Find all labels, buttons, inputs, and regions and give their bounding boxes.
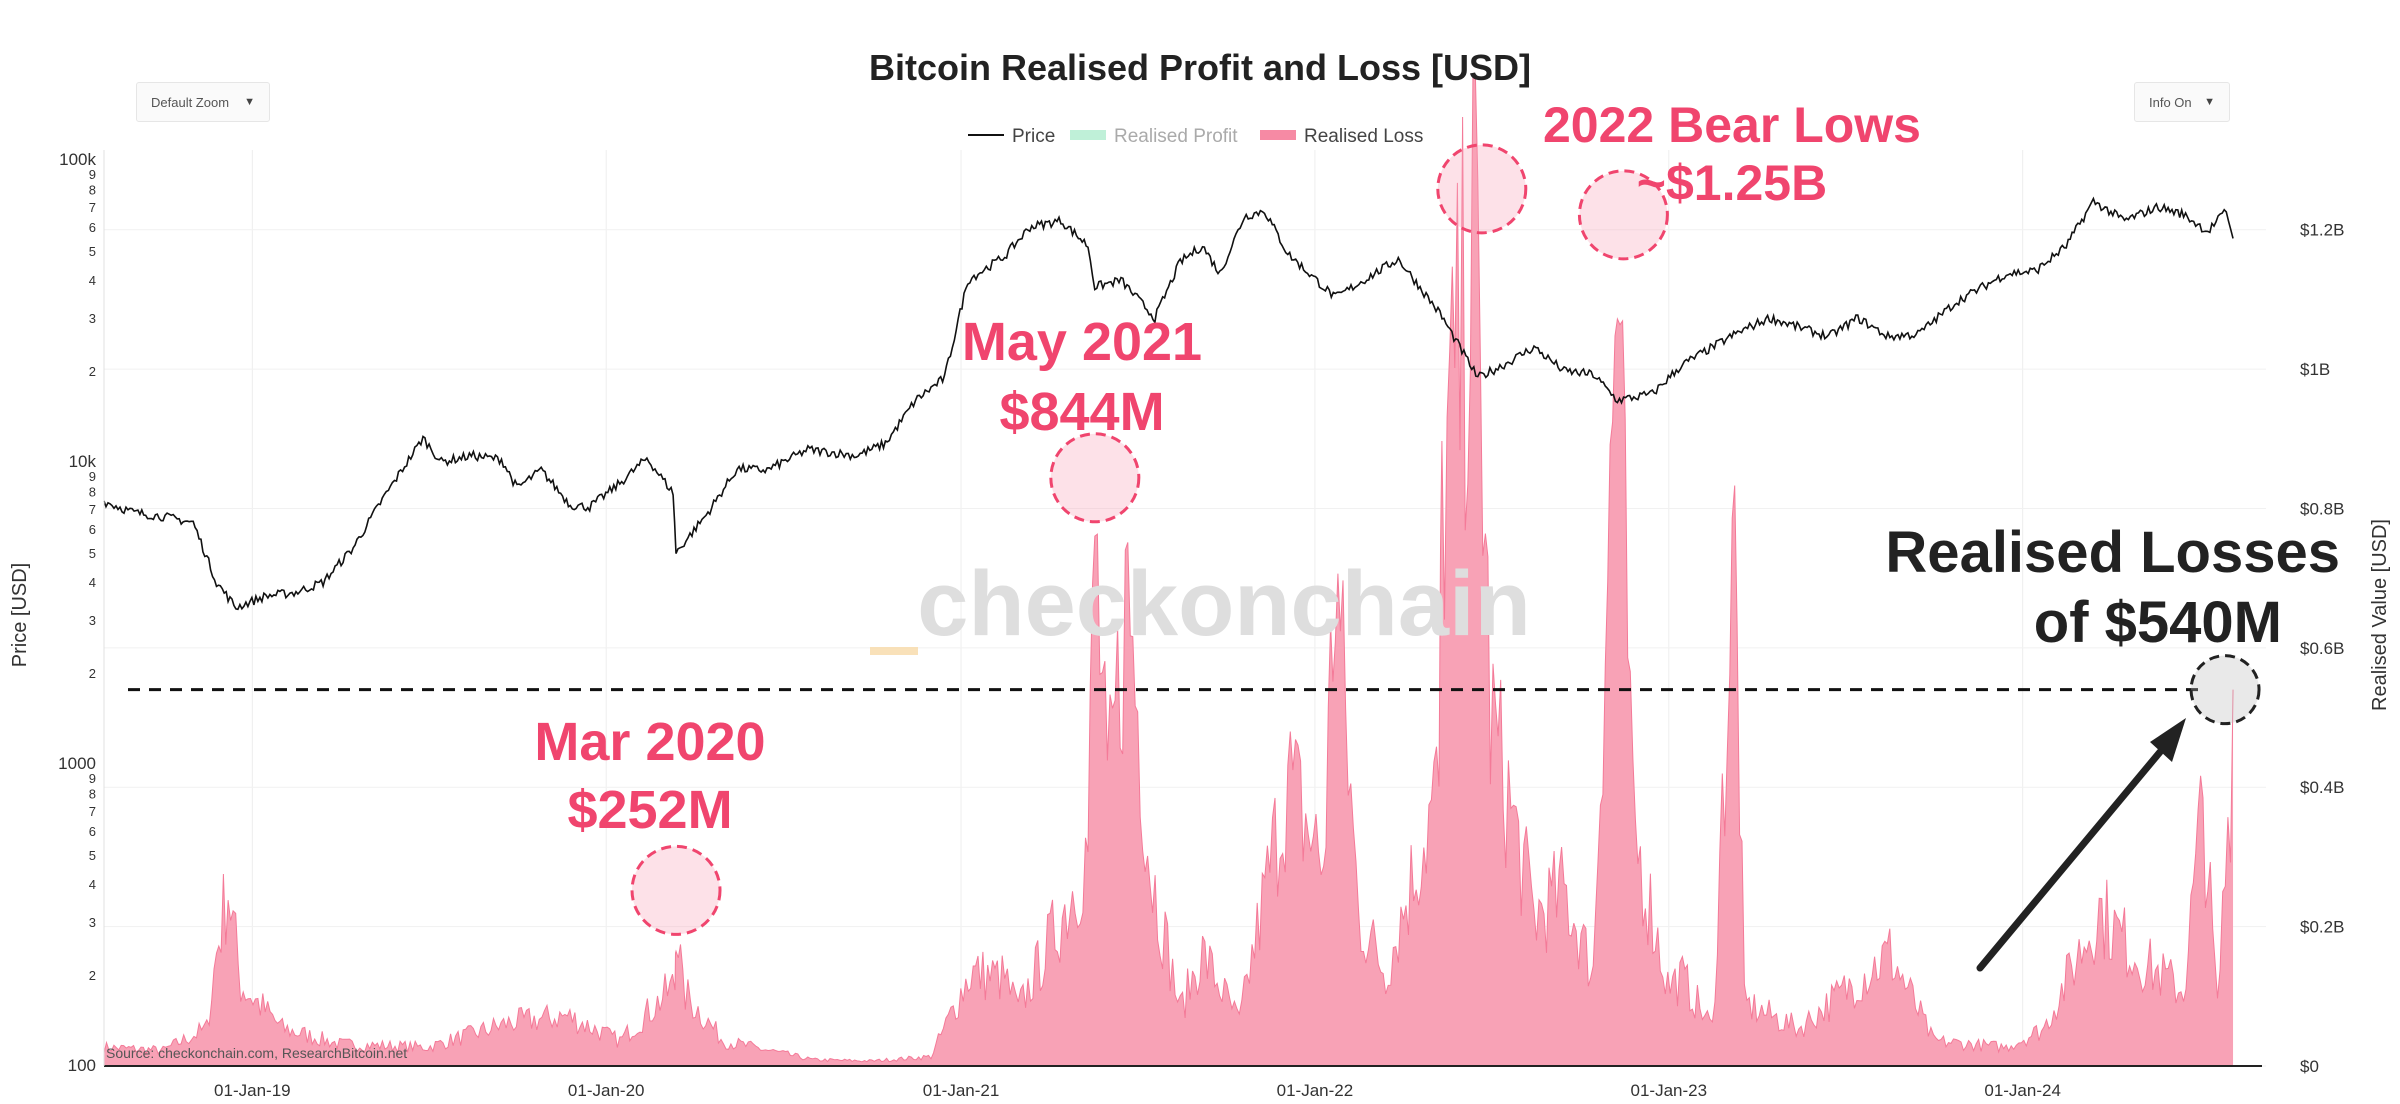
annotation-may-2021-value: $844M (999, 382, 1164, 442)
watermark: checkonchain (917, 553, 1531, 655)
annotation-arrow-head (2150, 718, 2186, 762)
realised-loss-layer (103, 75, 2234, 1066)
y-left-tick-label: 3 (89, 915, 96, 930)
legend-item-price[interactable]: Price (968, 126, 1055, 147)
y-left-tick-label: 3 (89, 613, 96, 628)
realised-loss-line (103, 75, 2234, 1063)
x-tick-label: 01-Jan-20 (568, 1081, 645, 1100)
x-tick-label: 01-Jan-23 (1631, 1081, 1708, 1100)
x-tick-label: 01-Jan-21 (923, 1081, 1000, 1100)
y-left-tick-label: 9 (89, 771, 96, 786)
y-left-tick-label: 4 (89, 575, 96, 590)
y-left-tick-label: 9 (89, 167, 96, 182)
y-left-tick-label: 7 (89, 502, 96, 517)
source-note: Source: checkonchain.com, ResearchBitcoi… (106, 1045, 407, 1061)
annotation-may-2021-label: May 2021 (962, 312, 1202, 372)
y-right-tick-label: $1B (2300, 360, 2330, 379)
info-dropdown[interactable]: Info On ▼ (2134, 82, 2230, 122)
annotation-current-label: Realised Losses (1885, 520, 2340, 585)
y-right-tick-label: $0 (2300, 1057, 2319, 1076)
y-left-tick-label: 9 (89, 469, 96, 484)
y-right-tick-label: $0.4B (2300, 778, 2344, 797)
annotation-layer: Mar 2020 $252M May 2021 $844M 2022 Bear Lows… (128, 97, 2340, 972)
legend[interactable]: Price Realised Profit Realised Loss (968, 126, 1423, 147)
y-left-tick-label: 3 (89, 311, 96, 326)
annotation-circle-current (2189, 654, 2261, 726)
y-left-tick-label: 5 (89, 848, 96, 863)
y-left-tick-label: 5 (89, 546, 96, 561)
zoom-dropdown[interactable]: Default Zoom ▼ (136, 82, 270, 122)
axes: 01-Jan-19 01-Jan-20 01-Jan-21 01-Jan-22 01-J… (58, 150, 2344, 1100)
chevron-down-icon: ▼ (244, 96, 255, 108)
annotation-circle-jun-2022 (1436, 143, 1528, 235)
price-layer (103, 196, 2234, 611)
y-left-tick-label: 8 (89, 182, 96, 197)
y-right-tick-label: $0.8B (2300, 499, 2344, 518)
info-dropdown-label: Info On (2149, 94, 2192, 110)
y-right-tick-label: $1.2B (2300, 221, 2344, 240)
x-tick-label: 01-Jan-22 (1277, 1081, 1354, 1100)
annotation-mar-2020-label: Mar 2020 (534, 712, 765, 772)
annotation-circle-nov-2022 (1577, 169, 1669, 261)
legend-swatch (1260, 130, 1296, 140)
y-left-tick-label: 10k (69, 452, 97, 471)
y-left-tick-label: 2 (89, 666, 96, 681)
y-left-tick-label: 2 (89, 968, 96, 983)
annotation-mar-2020-value: $252M (567, 780, 732, 840)
y-left-tick-label: 7 (89, 200, 96, 215)
y-axis-right-label: Realised Value [USD] (2369, 519, 2391, 711)
y-left-tick-label: 4 (89, 877, 96, 892)
chart-title: Bitcoin Realised Profit and Loss [USD] (869, 47, 1531, 88)
y-left-tick-label: 2 (89, 364, 96, 379)
annotation-bear-lows-label: 2022 Bear Lows (1543, 97, 1921, 153)
annotation-circle-mar-2020 (630, 844, 722, 936)
y-right-tick-label: $0.6B (2300, 639, 2344, 658)
y-left-tick-label: 4 (89, 273, 96, 288)
y-left-tick-label: 7 (89, 804, 96, 819)
y-axis-left-label: Price [USD] (9, 563, 31, 667)
annotation-circle-may-2021 (1049, 432, 1141, 524)
annotation-arrow-shaft (1976, 748, 2164, 972)
annotation-current-value: of $540M (2034, 590, 2282, 655)
x-tick-label: 01-Jan-24 (1984, 1081, 2061, 1100)
annotation-bear-lows-value: ~$1.25B (1637, 155, 1827, 211)
price-line (103, 196, 2234, 611)
legend-swatch (1070, 130, 1106, 140)
grid (104, 150, 2266, 1067)
y-left-tick-label: 6 (89, 824, 96, 839)
y-left-tick-label: 100k (59, 150, 96, 169)
watermark-underline (870, 647, 918, 655)
legend-label: Price (1012, 126, 1055, 147)
legend-label: Realised Profit (1114, 126, 1238, 147)
legend-item-realised-loss[interactable]: Realised Loss (1260, 126, 1423, 147)
y-left-tick-label: 8 (89, 484, 96, 499)
chevron-down-icon: ▼ (2204, 96, 2215, 108)
y-right-tick-label: $0.2B (2300, 918, 2344, 937)
y-left-tick-label: 6 (89, 220, 96, 235)
y-left-tick-label: 6 (89, 522, 96, 537)
legend-label: Realised Loss (1304, 126, 1423, 147)
y-left-tick-label: 100 (68, 1056, 96, 1075)
legend-item-realised-profit[interactable]: Realised Profit (1070, 126, 1238, 147)
x-tick-label: 01-Jan-19 (214, 1081, 291, 1100)
zoom-dropdown-label: Default Zoom (151, 94, 230, 110)
y-left-tick-label: 5 (89, 244, 96, 259)
y-left-tick-label: 1000 (58, 754, 96, 773)
y-left-tick-label: 8 (89, 786, 96, 801)
